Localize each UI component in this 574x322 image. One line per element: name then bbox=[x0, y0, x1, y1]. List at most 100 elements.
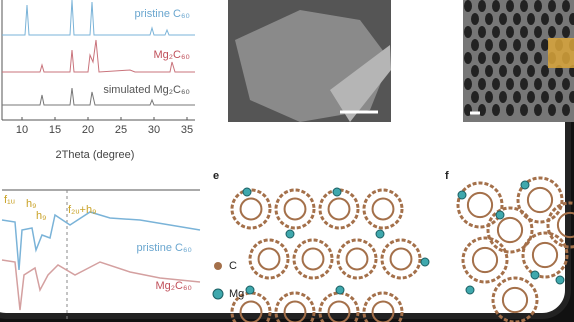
legend-swatch bbox=[212, 288, 224, 300]
xrd-panel: pristine C₆₀ Mg₂C₆₀ simulated Mg₂C₆₀ 10 1… bbox=[1, 0, 195, 161]
lattice-spot bbox=[520, 52, 528, 64]
trace-label: Mg₂C₆₀ bbox=[156, 280, 193, 292]
peak-label: h₉ bbox=[26, 198, 36, 210]
lattice-spot bbox=[513, 13, 521, 25]
trace-label: Mg₂C₆₀ bbox=[154, 49, 191, 61]
molecule bbox=[318, 291, 360, 322]
molecule bbox=[380, 238, 422, 280]
molecule bbox=[318, 188, 360, 230]
lattice-spot bbox=[506, 52, 514, 64]
lattice-spot bbox=[485, 39, 493, 51]
mg-atom bbox=[335, 285, 345, 295]
peak-label: f₂ᵤ+h₉ bbox=[68, 204, 96, 216]
lattice-spot bbox=[513, 91, 521, 103]
lattice-spot bbox=[478, 78, 486, 90]
lattice-spot bbox=[534, 104, 542, 116]
x-axis-label: 2Theta (degree) bbox=[56, 149, 135, 161]
lattice-spot bbox=[569, 65, 574, 77]
panel-letter: f bbox=[445, 170, 449, 182]
molecule-core bbox=[257, 247, 281, 271]
lattice-spot bbox=[499, 39, 507, 51]
lattice-spot bbox=[492, 26, 500, 38]
molecule-core bbox=[496, 216, 524, 244]
mg-atom bbox=[495, 210, 505, 220]
legend-label: C bbox=[229, 260, 237, 272]
mg-atom bbox=[457, 190, 467, 200]
molecule-core bbox=[301, 247, 325, 271]
lattice-spot bbox=[485, 65, 493, 77]
lattice-spot bbox=[471, 65, 479, 77]
lattice-spot bbox=[562, 78, 570, 90]
lattice-spot bbox=[506, 26, 514, 38]
x-tick-label: 25 bbox=[115, 124, 127, 136]
lattice-spot bbox=[534, 0, 542, 12]
molecule bbox=[274, 291, 316, 322]
molecule-core bbox=[239, 197, 263, 221]
x-tick-label: 10 bbox=[16, 124, 28, 136]
trace-label: pristine C₆₀ bbox=[135, 8, 190, 20]
peak-label: f₁ᵤ bbox=[4, 194, 15, 206]
x-tick-label: 30 bbox=[148, 124, 160, 136]
molecule bbox=[546, 201, 574, 249]
lattice-spot bbox=[464, 26, 472, 38]
lattice-spot bbox=[541, 91, 549, 103]
mg-atom bbox=[242, 187, 252, 197]
lattice-spot bbox=[499, 13, 507, 25]
x-tick-label: 15 bbox=[49, 124, 61, 136]
molecule bbox=[292, 238, 334, 280]
molecule-core bbox=[283, 300, 307, 322]
lattice-spot bbox=[499, 91, 507, 103]
molecule bbox=[521, 231, 569, 279]
molecule bbox=[362, 188, 404, 230]
lattice-spot bbox=[520, 0, 528, 12]
trace-label: simulated Mg₂C₆₀ bbox=[103, 84, 190, 96]
molecule-core bbox=[345, 247, 369, 271]
lattice-spot bbox=[485, 91, 493, 103]
trace-label: pristine C₆₀ bbox=[137, 242, 192, 254]
molecule bbox=[274, 188, 316, 230]
molecule bbox=[491, 276, 539, 322]
lattice-spot bbox=[562, 26, 570, 38]
lattice-spot bbox=[499, 65, 507, 77]
mg-atom bbox=[465, 285, 475, 295]
lattice-spot bbox=[555, 13, 563, 25]
peak-label: h₉ bbox=[36, 210, 46, 222]
trace bbox=[2, 0, 195, 36]
lattice-spot bbox=[492, 52, 500, 64]
molecule-core bbox=[556, 211, 574, 239]
molecule bbox=[248, 238, 290, 280]
molecule-core bbox=[531, 241, 559, 269]
lattice-spot bbox=[513, 65, 521, 77]
x-tick-label: 35 bbox=[181, 124, 193, 136]
trace bbox=[2, 39, 195, 73]
molecule-core bbox=[371, 197, 395, 221]
lattice-spot bbox=[527, 91, 535, 103]
lattice-spot bbox=[506, 0, 514, 12]
molecule bbox=[486, 206, 534, 254]
molecule bbox=[362, 291, 404, 322]
lattice-spot bbox=[541, 39, 549, 51]
lattice-spot bbox=[492, 0, 500, 12]
mg-atom bbox=[555, 275, 565, 285]
lattice-spot bbox=[520, 78, 528, 90]
lattice-spot bbox=[471, 39, 479, 51]
mg-atom bbox=[332, 187, 342, 197]
lattice-spot bbox=[478, 26, 486, 38]
trace bbox=[2, 87, 195, 106]
molecule-core bbox=[526, 186, 554, 214]
trace bbox=[1, 259, 201, 311]
sem-flake bbox=[330, 45, 391, 122]
lattice-spot bbox=[520, 26, 528, 38]
lattice-spot bbox=[527, 65, 535, 77]
lattice-spot bbox=[492, 78, 500, 90]
molecule bbox=[516, 176, 564, 224]
lattice-spot bbox=[464, 78, 472, 90]
lattice-spot bbox=[492, 104, 500, 116]
molecule-core bbox=[471, 246, 499, 274]
mg-atom bbox=[375, 229, 385, 239]
lattice-spot bbox=[464, 52, 472, 64]
molecule-core bbox=[327, 197, 351, 221]
legend-label: Mg bbox=[229, 288, 244, 300]
